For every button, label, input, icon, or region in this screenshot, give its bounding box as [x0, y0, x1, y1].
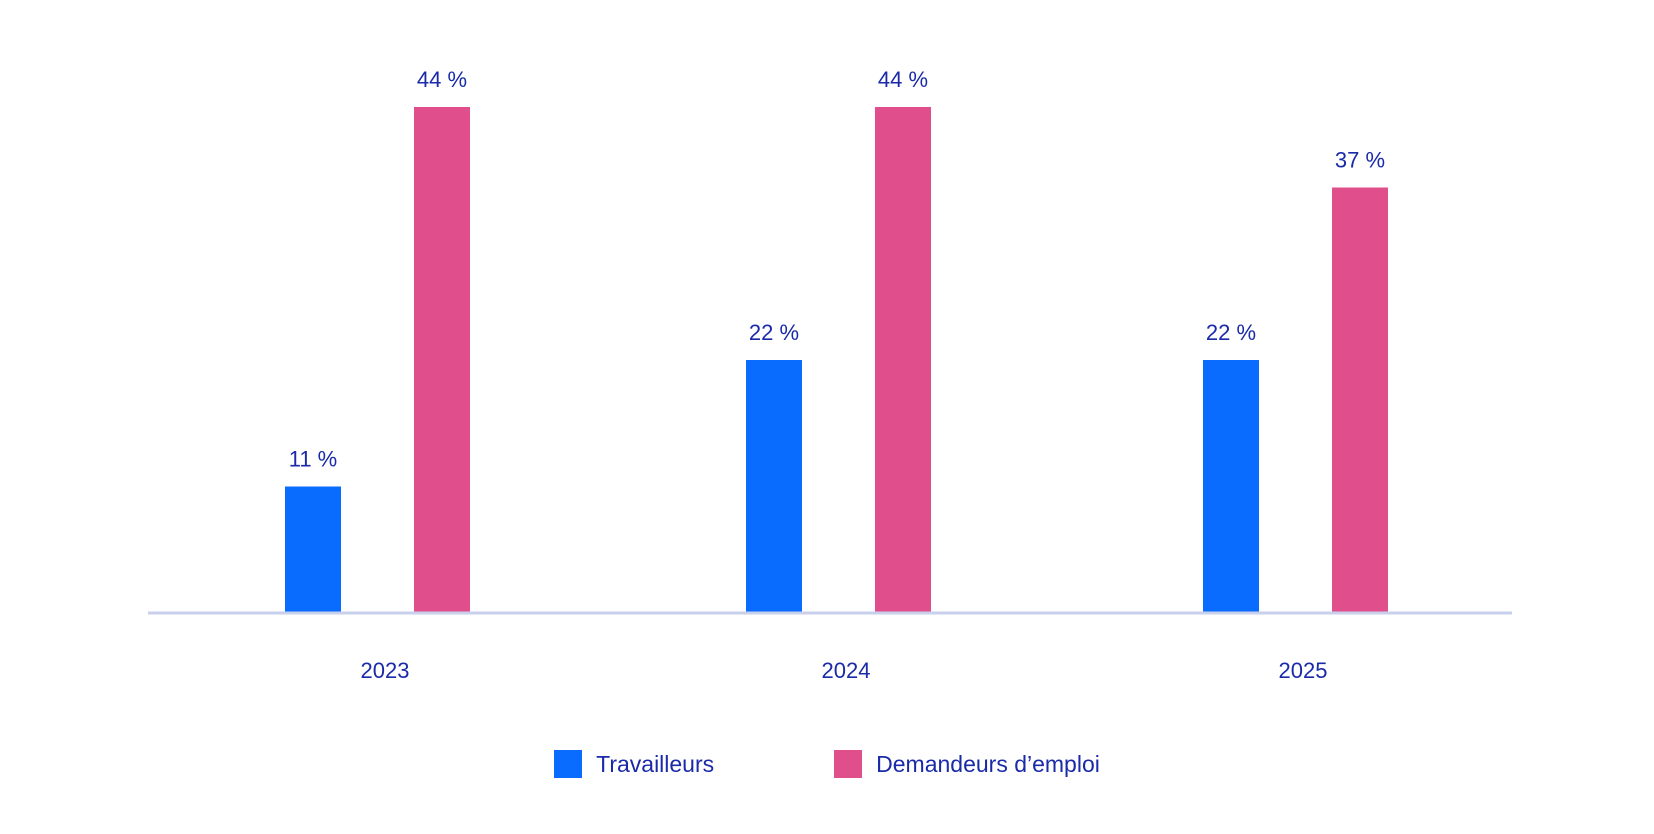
x-tick-label-2024: 2024 [822, 658, 871, 683]
legend-item-travailleurs: Travailleurs [554, 750, 714, 778]
data-label-0-2025: 22 % [1206, 320, 1256, 345]
bar-1-2025 [1332, 187, 1388, 613]
data-label-0-2024: 22 % [749, 320, 799, 345]
x-tick-label-2025: 2025 [1279, 658, 1328, 683]
bar-0-2024 [746, 360, 802, 613]
data-label-0-2023: 11 % [289, 447, 338, 472]
x-tick-label-2023: 2023 [361, 658, 410, 683]
bar-0-2023 [285, 486, 341, 613]
legend: Travailleurs Demandeurs d’emploi [0, 750, 1654, 778]
bar-1-2023 [414, 107, 470, 613]
legend-swatch-demandeurs [834, 750, 863, 778]
data-label-1-2023: 44 % [417, 67, 467, 92]
legend-swatch-travailleurs [554, 750, 583, 778]
legend-label-demandeurs: Demandeurs d’emploi [876, 750, 1100, 777]
data-label-1-2025: 37 % [1335, 148, 1385, 173]
bar-0-2025 [1203, 360, 1259, 613]
bar-1-2024 [875, 107, 931, 613]
legend-label-travailleurs: Travailleurs [596, 750, 715, 777]
data-label-1-2024: 44 % [878, 67, 928, 92]
legend-item-demandeurs: Demandeurs d’emploi [834, 750, 1100, 778]
